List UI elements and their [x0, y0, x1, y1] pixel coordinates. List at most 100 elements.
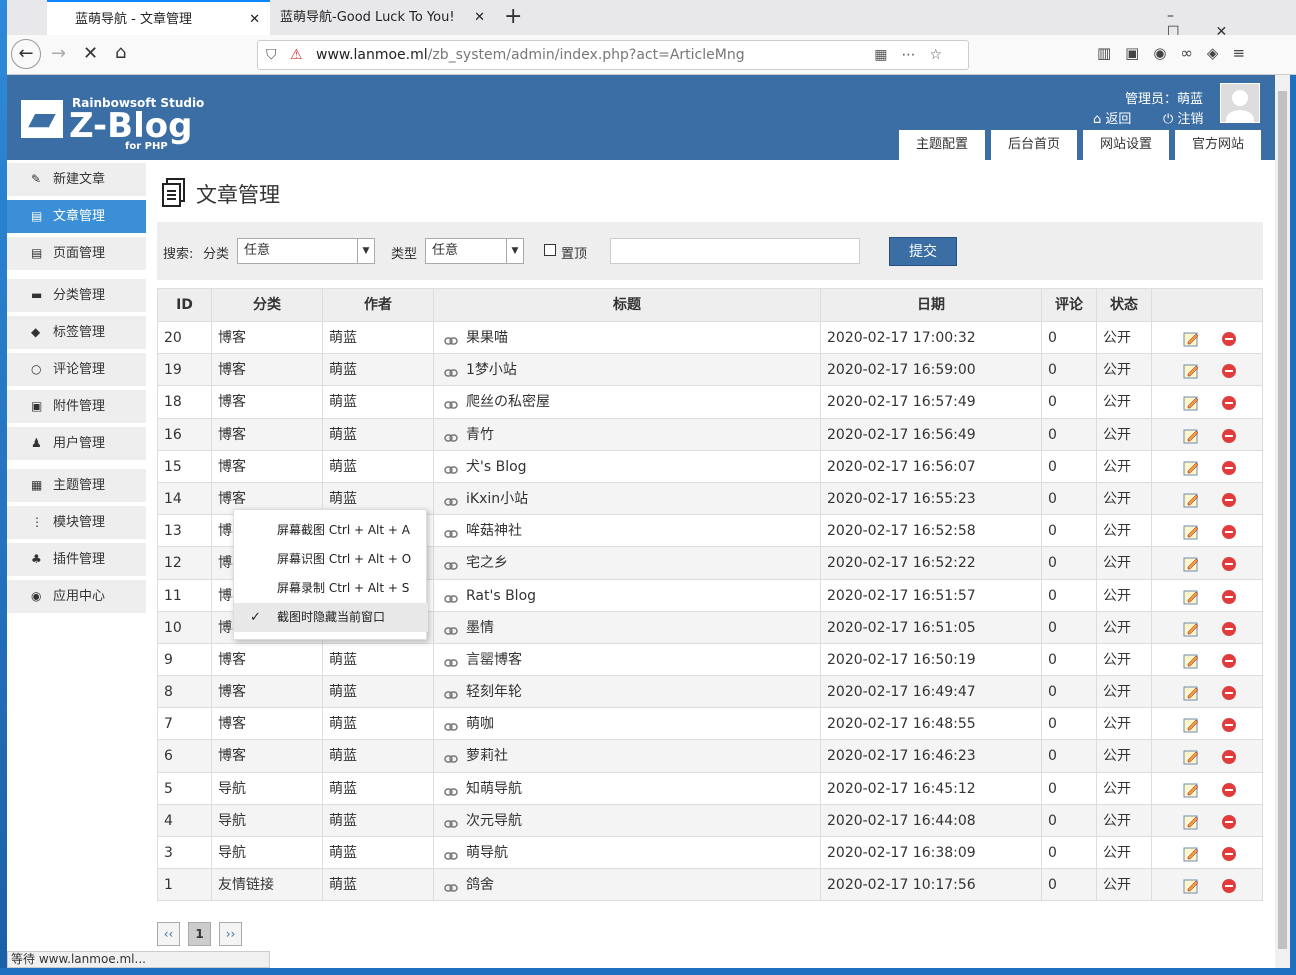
edit-button[interactable] — [1183, 331, 1199, 351]
table-cell[interactable]: 果果喵 — [434, 322, 821, 354]
table-cell[interactable]: 言罂博客 — [434, 643, 821, 676]
nav-tab[interactable]: 后台首页 — [991, 130, 1077, 160]
type-label: 类型 — [391, 247, 418, 262]
edit-button[interactable] — [1183, 460, 1199, 480]
delete-button[interactable] — [1221, 685, 1237, 705]
delete-button[interactable] — [1221, 814, 1237, 834]
delete-button[interactable] — [1221, 846, 1237, 866]
sidebar-item[interactable]: ○ 评论管理 — [7, 353, 146, 386]
delete-button[interactable] — [1221, 556, 1237, 576]
tab[interactable]: 蓝萌导航-Good Luck To You! ✕ — [280, 10, 485, 25]
delete-button[interactable] — [1221, 782, 1237, 802]
edit-button[interactable] — [1183, 428, 1199, 448]
table-cell[interactable]: 鸽舍 — [434, 869, 821, 901]
table-cell[interactable]: iKxin小站 — [434, 482, 821, 515]
sidebar-item[interactable]: ♟ 用户管理 — [7, 427, 146, 460]
sidebar-item[interactable]: ▦ 主题管理 — [7, 469, 146, 502]
edit-button[interactable] — [1183, 878, 1199, 898]
home-button[interactable]: ⌂ — [115, 42, 127, 63]
sidebar-item[interactable]: ▤ 页面管理 — [7, 237, 146, 270]
sidebar-item[interactable]: ◆ 标签管理 — [7, 316, 146, 349]
delete-button[interactable] — [1221, 395, 1237, 415]
category-select[interactable]: 任意 ▼ — [237, 238, 375, 264]
table-cell[interactable]: 哞菇神社 — [434, 515, 821, 547]
sidebar-item[interactable]: ◉ 应用中心 — [7, 580, 146, 613]
sidebar-item[interactable]: ▣ 附件管理 — [7, 390, 146, 423]
scroll-thumb[interactable] — [1278, 91, 1287, 949]
table-cell[interactable]: 萌导航 — [434, 837, 821, 869]
edit-button[interactable] — [1183, 556, 1199, 576]
nav-tab[interactable]: 官方网站 — [1175, 130, 1261, 160]
edit-button[interactable] — [1183, 814, 1199, 834]
table-cell[interactable]: 犬's Blog — [434, 450, 821, 482]
delete-button[interactable] — [1221, 717, 1237, 737]
delete-button[interactable] — [1221, 524, 1237, 544]
table-cell: 0 — [1042, 386, 1097, 418]
new-tab[interactable]: + — [504, 4, 523, 29]
nav-tab[interactable]: 主题配置 — [899, 130, 985, 160]
edit-button[interactable] — [1183, 749, 1199, 769]
menu-item[interactable]: 屏幕录制 Ctrl + Alt + S — [234, 574, 428, 603]
tab-active[interactable]: 蓝萌导航 - 文章管理 ✕ — [47, 0, 270, 35]
type-select[interactable]: 任意 ▼ — [425, 238, 524, 264]
table-cell[interactable]: 青竹 — [434, 418, 821, 450]
table-cell[interactable]: 萌咖 — [434, 708, 821, 740]
back-link[interactable]: ⌂ 返回 — [1093, 112, 1132, 127]
menu-item[interactable]: ✓ 截图时隐藏当前窗口 — [234, 603, 428, 632]
table-cell: 0 — [1042, 643, 1097, 676]
edit-button[interactable] — [1183, 589, 1199, 609]
edit-button[interactable] — [1183, 782, 1199, 802]
table-cell[interactable]: 宅之乡 — [434, 547, 821, 579]
edit-button[interactable] — [1183, 846, 1199, 866]
back-button[interactable]: ← — [11, 39, 41, 69]
edit-button[interactable] — [1183, 492, 1199, 512]
delete-button[interactable] — [1221, 363, 1237, 383]
table-cell[interactable]: 爬丝の私密屋 — [434, 386, 821, 418]
sidebar-item[interactable]: ▬ 分类管理 — [7, 279, 146, 312]
edit-button[interactable] — [1183, 363, 1199, 383]
url-bar[interactable]: www.lanmoe.ml/zb_system/admin/index.php?… — [257, 40, 969, 70]
delete-button[interactable] — [1221, 878, 1237, 898]
table-cell[interactable]: 1梦小站 — [434, 354, 821, 386]
delete-button[interactable] — [1221, 492, 1237, 512]
forward-button[interactable]: → — [51, 43, 67, 64]
search-input[interactable] — [610, 238, 860, 264]
sidebar-item[interactable]: ✎ 新建文章 — [7, 163, 146, 196]
table-cell[interactable]: 轻刻年轮 — [434, 676, 821, 708]
table-cell[interactable]: 墨情 — [434, 611, 821, 643]
delete-button[interactable] — [1221, 460, 1237, 480]
edit-button[interactable] — [1183, 621, 1199, 641]
edit-button[interactable] — [1183, 717, 1199, 737]
scrollbar[interactable] — [1275, 75, 1290, 968]
delete-button[interactable] — [1221, 428, 1237, 448]
edit-button[interactable] — [1183, 685, 1199, 705]
page-button[interactable]: 1 — [188, 922, 211, 946]
sidebar-item[interactable]: ♣ 插件管理 — [7, 543, 146, 576]
delete-button[interactable] — [1221, 621, 1237, 641]
logout-link[interactable]: ⏻ 注销 — [1163, 112, 1204, 127]
edit-button[interactable] — [1183, 395, 1199, 415]
sidebar-item[interactable]: ▤ 文章管理 — [7, 200, 146, 233]
table-cell[interactable]: 知萌导航 — [434, 772, 821, 804]
page-button[interactable]: ›› — [219, 922, 242, 946]
delete-button[interactable] — [1221, 749, 1237, 769]
delete-button[interactable] — [1221, 653, 1237, 673]
edit-button[interactable] — [1183, 524, 1199, 544]
stop-button[interactable]: ✕ — [83, 43, 99, 64]
sidebar-item[interactable]: ⋮ 模块管理 — [7, 506, 146, 539]
delete-button[interactable] — [1221, 331, 1237, 351]
menu-item[interactable]: 屏幕截图 Ctrl + Alt + A — [234, 516, 428, 545]
table-cell[interactable]: 萝莉社 — [434, 740, 821, 772]
page-button[interactable]: ‹‹ — [157, 922, 180, 946]
delete-button[interactable] — [1221, 589, 1237, 609]
submit-button[interactable]: 提交 — [889, 237, 957, 266]
avatar[interactable] — [1220, 83, 1260, 130]
table-cell[interactable]: 次元导航 — [434, 804, 821, 836]
menu-item[interactable]: 屏幕识图 Ctrl + Alt + O — [234, 545, 428, 574]
nav-tab[interactable]: 网站设置 — [1083, 130, 1169, 160]
table-cell[interactable]: Rat's Blog — [434, 579, 821, 611]
top-checkbox[interactable] — [544, 244, 556, 256]
toolbar-icons[interactable]: ▥▣◉∞◈≡ — [1097, 44, 1260, 62]
edit-button[interactable] — [1183, 653, 1199, 673]
